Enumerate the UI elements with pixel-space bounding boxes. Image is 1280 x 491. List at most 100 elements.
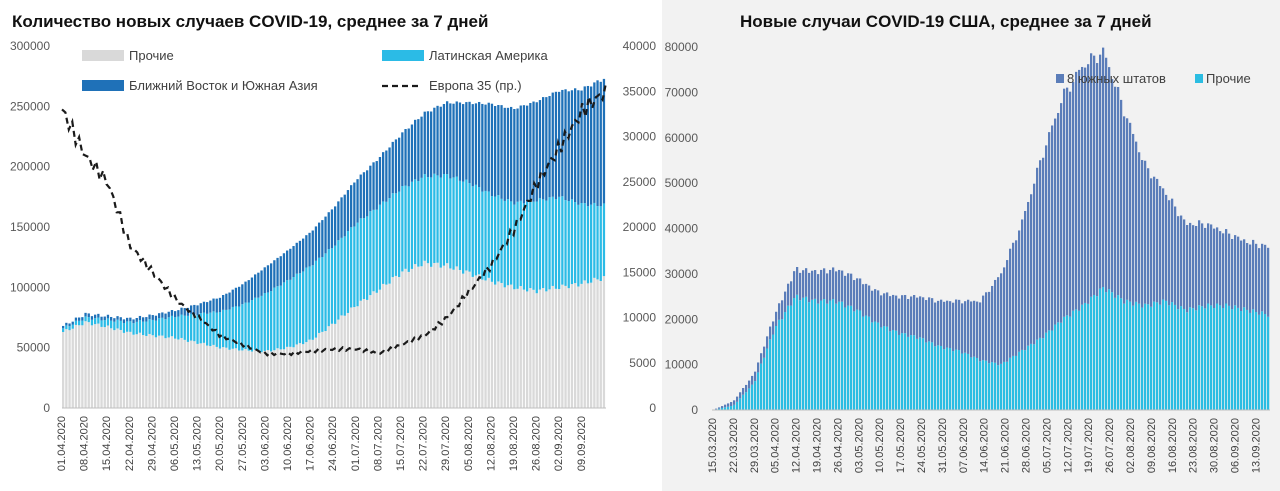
- y2-tick-label: 35000: [623, 84, 657, 98]
- bar-segment: [1237, 307, 1240, 410]
- bar-segment: [1150, 178, 1153, 307]
- bar-segment: [206, 313, 209, 346]
- bar-segment: [769, 339, 772, 410]
- bar-segment: [1024, 350, 1027, 410]
- bar-segment: [772, 334, 775, 410]
- bar-segment: [736, 396, 739, 402]
- bar-segment: [1159, 186, 1162, 305]
- bar-segment: [458, 180, 462, 270]
- bar-segment: [1066, 315, 1069, 410]
- bar-segment: [1036, 167, 1039, 340]
- bar-segment: [273, 260, 276, 288]
- bar-segment: [1234, 235, 1237, 306]
- bar-segment: [449, 268, 452, 408]
- bar-segment: [500, 282, 503, 408]
- bar-segment: [113, 318, 116, 322]
- bar-segment: [116, 319, 119, 329]
- bar-segment: [353, 307, 356, 408]
- bar-segment: [222, 295, 225, 310]
- bar-segment: [1051, 125, 1054, 331]
- bar-segment: [1102, 47, 1105, 288]
- bar-segment: [1198, 305, 1201, 410]
- bar-segment: [967, 353, 970, 410]
- bar-segment: [420, 177, 423, 267]
- x-tick-label: 27.05.2020: [237, 416, 249, 471]
- bar-segment: [414, 119, 417, 180]
- bar-segment: [1114, 86, 1117, 298]
- bar-segment: [343, 315, 346, 408]
- bar-segment: [1180, 306, 1183, 410]
- bar-segment: [733, 404, 736, 410]
- bar-segment: [426, 263, 430, 408]
- bar-segment: [298, 273, 302, 344]
- x-tick-label: 17.05.2020: [895, 418, 907, 473]
- bar-segment: [350, 185, 353, 228]
- bar-segment: [334, 206, 337, 246]
- bar-segment: [407, 128, 410, 187]
- bar-segment: [222, 309, 225, 348]
- bar-segment: [1249, 312, 1252, 410]
- bar-segment: [1204, 227, 1207, 309]
- bar-segment: [270, 351, 273, 408]
- bar-segment: [567, 91, 570, 202]
- bar-segment: [1249, 244, 1252, 313]
- bar-segment: [382, 201, 385, 284]
- bar-segment: [751, 384, 754, 410]
- bar-segment: [1189, 222, 1192, 308]
- bar-segment: [961, 353, 964, 410]
- bar-segment: [212, 298, 215, 312]
- bar-segment: [449, 103, 452, 179]
- bar-segment: [321, 220, 324, 258]
- bar-segment: [260, 270, 263, 296]
- bar-segment: [279, 256, 282, 286]
- bar-segment: [1132, 305, 1135, 410]
- bar-segment: [727, 406, 730, 410]
- bar-segment: [308, 232, 311, 267]
- bar-segment: [158, 335, 161, 408]
- bar-segment: [263, 350, 266, 408]
- bar-segment: [1243, 307, 1246, 410]
- y2-tick-label: 30000: [623, 130, 657, 144]
- bar-segment: [1063, 88, 1066, 317]
- bar-segment: [535, 102, 538, 202]
- bar-segment: [254, 297, 257, 350]
- bar-segment: [68, 330, 71, 408]
- y-tick-label: 150000: [10, 220, 50, 234]
- bar-segment: [238, 286, 241, 307]
- bar-segment: [324, 331, 327, 408]
- bar-segment: [282, 349, 286, 408]
- bar-segment: [997, 365, 1000, 410]
- legend-swatch: [82, 50, 124, 61]
- bar-segment: [103, 320, 106, 328]
- bar-segment: [570, 199, 574, 285]
- chart-title-left: Количество новых случаев COVID-19, средн…: [12, 12, 489, 31]
- bar-segment: [554, 288, 558, 408]
- bar-segment: [97, 313, 100, 318]
- bar-segment: [1057, 112, 1060, 323]
- bar-segment: [554, 199, 558, 289]
- bar-segment: [458, 102, 462, 181]
- bar-segment: [1255, 243, 1258, 312]
- bar-segment: [937, 300, 940, 346]
- bar-segment: [202, 342, 206, 408]
- bar-segment: [94, 318, 97, 325]
- bar-segment: [1144, 160, 1147, 304]
- bar-segment: [266, 292, 270, 351]
- x-tick-label: 08.07.2020: [372, 416, 384, 471]
- bar-segment: [238, 306, 241, 351]
- bar-segment: [254, 349, 257, 408]
- bar-segment: [289, 346, 292, 408]
- bar-segment: [931, 298, 934, 343]
- bar-segment: [542, 288, 545, 408]
- bar-segment: [340, 237, 343, 316]
- bar-segment: [423, 111, 426, 175]
- bar-segment: [142, 321, 145, 336]
- bar-segment: [71, 324, 74, 329]
- bar-segment: [727, 403, 730, 407]
- bar-segment: [823, 268, 826, 300]
- bar-segment: [1048, 330, 1051, 410]
- bar-segment: [817, 303, 820, 410]
- bar-segment: [186, 315, 190, 342]
- bar-segment: [186, 341, 190, 408]
- bar-segment: [967, 299, 970, 354]
